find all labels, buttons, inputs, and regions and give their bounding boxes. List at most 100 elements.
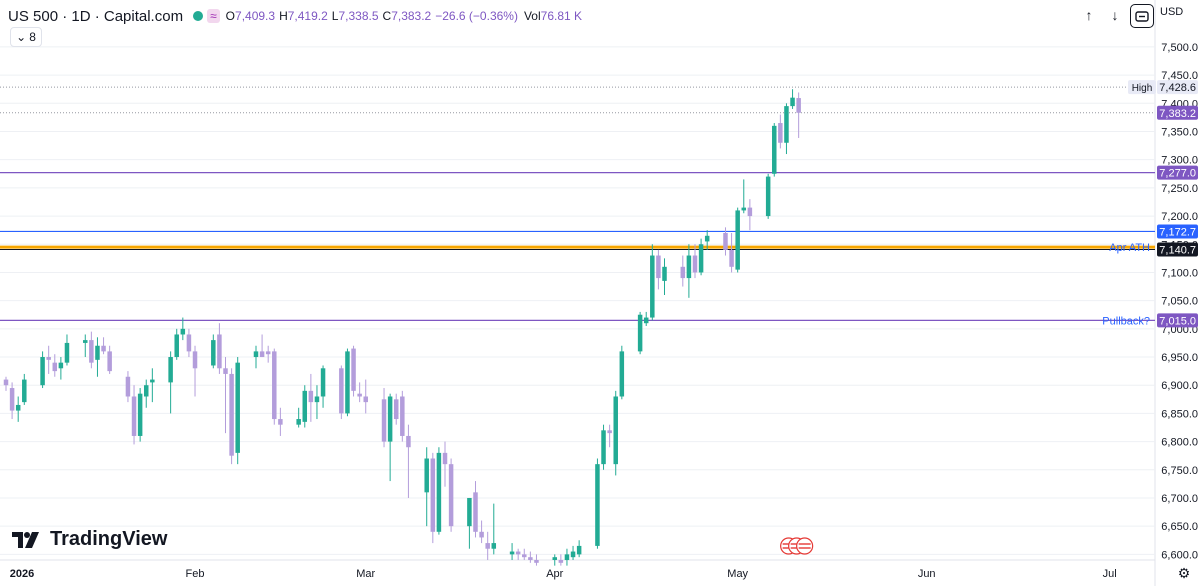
- arrow-up-icon[interactable]: ↑: [1085, 7, 1093, 23]
- candle-body: [357, 393, 362, 397]
- candle-body: [680, 266, 686, 279]
- candle-body: [229, 373, 234, 456]
- candle-body: [345, 351, 350, 414]
- candle-body: [150, 379, 155, 383]
- candle: [64, 334, 70, 366]
- screenshot-icon: [1135, 11, 1149, 22]
- candle: [320, 365, 326, 408]
- candle: [430, 452, 436, 544]
- candle: [680, 255, 686, 287]
- price-line-tag: 7,277.0: [1159, 168, 1196, 180]
- last-price-tag: 7,383.2: [1159, 108, 1196, 120]
- price-line-tag-bg: [1157, 242, 1198, 257]
- candle-body: [747, 207, 753, 217]
- candle: [735, 207, 740, 273]
- candle-body: [393, 399, 399, 420]
- candle-body: [46, 357, 51, 360]
- candle: [211, 334, 216, 369]
- candle-body: [570, 551, 576, 558]
- close-number: 7,383.2: [391, 9, 432, 23]
- high-price-tag-bg: [1157, 80, 1198, 95]
- low-label: L: [331, 9, 339, 23]
- candle: [278, 407, 283, 436]
- candle: [186, 328, 192, 358]
- candle-body: [485, 543, 490, 549]
- x-tick-label: Jun: [918, 568, 936, 580]
- candle-body: [522, 554, 527, 558]
- volume-value: Vol76.81 K: [524, 9, 582, 23]
- volume-number: 76.81 K: [540, 9, 583, 23]
- screenshot-button[interactable]: [1130, 4, 1154, 28]
- x-tick-label: Apr: [546, 568, 563, 580]
- open-label: O: [225, 9, 236, 23]
- y-tick-label: 6,750.0: [1161, 465, 1198, 477]
- candle-body: [125, 376, 131, 397]
- candle-body: [387, 396, 393, 442]
- candle: [46, 345, 51, 374]
- gear-icon[interactable]: ⚙: [1177, 564, 1191, 581]
- arrow-down-icon[interactable]: ↓: [1111, 7, 1119, 23]
- indicator-collapse-button[interactable]: ⌄ 8: [10, 27, 42, 47]
- line-annotation-text: Pullback?: [1102, 315, 1150, 327]
- candle: [217, 323, 222, 374]
- candle-body: [558, 560, 564, 563]
- high-price-tag: 7,428.6: [1159, 82, 1196, 94]
- symbol-title[interactable]: US 500 · 1D · Capital.com: [8, 7, 184, 25]
- candle: [784, 103, 789, 155]
- volume-label: Vol: [523, 9, 541, 23]
- candle: [570, 545, 576, 560]
- candle: [406, 424, 411, 498]
- candle: [296, 407, 301, 428]
- candle: [552, 554, 558, 566]
- candle: [192, 345, 198, 397]
- price-line-tag: 7,015.0: [1159, 315, 1196, 327]
- y-tick-label: 7,300.0: [1161, 155, 1198, 167]
- candle-body: [601, 430, 606, 465]
- candle: [387, 393, 393, 482]
- low-number: 7,338.5: [338, 9, 379, 23]
- candle-body: [515, 551, 521, 555]
- candle-body: [400, 396, 405, 436]
- tradingview-logo: TradingView: [12, 528, 167, 551]
- candle: [479, 520, 484, 544]
- wave-icon[interactable]: ≈: [207, 9, 220, 23]
- y-tick-label: 7,450.0: [1161, 70, 1198, 82]
- candle-body: [662, 266, 667, 281]
- candle-body: [174, 334, 179, 358]
- candle: [22, 373, 27, 405]
- currency-label[interactable]: USD: [1160, 6, 1184, 18]
- candle: [265, 345, 271, 363]
- symbol-header: US 500 · 1D · Capital.com ≈ O7,409.3 H7,…: [8, 6, 582, 26]
- x-tick-label: Mar: [356, 568, 375, 580]
- candle-body: [619, 351, 625, 397]
- candle: [314, 385, 320, 420]
- candle-body: [790, 97, 795, 107]
- candle-body: [509, 551, 515, 555]
- candle: [601, 424, 606, 470]
- candle: [3, 376, 9, 391]
- candle: [150, 368, 155, 403]
- candle: [15, 396, 21, 422]
- candle-body: [143, 385, 149, 397]
- candle: [89, 331, 94, 369]
- candle-body: [698, 244, 704, 273]
- candle-body: [320, 368, 326, 397]
- candle-body: [650, 255, 655, 318]
- candle: [381, 388, 387, 448]
- candle: [778, 114, 783, 149]
- price-line-tag: 7,172.7: [1159, 226, 1196, 238]
- tradingview-brand-name: TradingView: [50, 528, 168, 550]
- candle-body: [442, 452, 448, 465]
- candle-body: [180, 328, 186, 335]
- candle: [308, 373, 314, 422]
- candle: [52, 354, 58, 377]
- candle-body: [534, 560, 539, 563]
- candle-body: [339, 368, 344, 414]
- candle: [509, 543, 515, 560]
- candle-body: [381, 399, 387, 442]
- candle-body: [259, 351, 265, 358]
- candle: [436, 447, 442, 535]
- candle-body: [430, 458, 436, 532]
